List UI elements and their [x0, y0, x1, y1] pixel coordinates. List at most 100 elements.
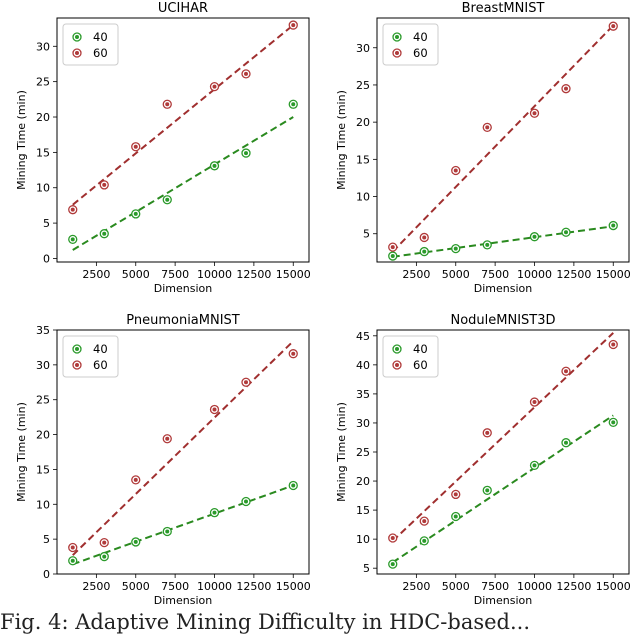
x-tick-label: 2500: [82, 580, 110, 593]
y-tick-label: 25: [36, 394, 50, 407]
trend-line-40: [72, 484, 294, 566]
legend-marker-core-60: [75, 363, 79, 367]
legend-label: 40: [413, 30, 428, 44]
trend-line-40: [392, 225, 614, 258]
x-tick-label: 7500: [161, 268, 189, 281]
x-tick-label: 12500: [556, 580, 591, 593]
y-tick-label: 5: [363, 562, 370, 575]
plot-frame: [376, 17, 630, 263]
x-tick-label: 10000: [197, 268, 232, 281]
y-tick-label: 5: [43, 217, 50, 230]
x-tick-label: 10000: [517, 580, 552, 593]
y-tick-label: 15: [36, 463, 50, 476]
x-axis-label: Dimension: [154, 594, 212, 607]
legend-box: [62, 23, 119, 66]
legend-box: [62, 335, 119, 378]
chart-title: PneumoniaMNIST: [126, 313, 240, 328]
data-point-core-60: [165, 102, 170, 107]
data-point-core-60: [611, 342, 616, 347]
data-point-core-60: [291, 351, 296, 356]
legend-label: 40: [413, 342, 428, 356]
data-point-core-60: [102, 540, 107, 545]
y-tick-label: 25: [356, 446, 370, 459]
chart-panel: UCIHAR 2500 5000 7500 10000 12500 15000 0 5 10 15 2…: [15, 1, 311, 295]
data-point-core-60: [422, 235, 427, 240]
y-tick-label: 15: [356, 504, 370, 517]
x-tick-label: 2500: [402, 268, 430, 281]
data-point-core-60: [165, 436, 170, 441]
trend-line-60: [392, 24, 614, 253]
y-tick-label: 35: [356, 388, 370, 401]
data-point-core-40: [453, 246, 458, 251]
chart-title: NoduleMNIST3D: [450, 313, 555, 328]
legend-marker-core-40: [395, 347, 399, 351]
data-point-core-60: [485, 125, 490, 130]
y-tick-label: 30: [36, 40, 50, 53]
data-point-core-40: [564, 230, 568, 235]
data-point-core-40: [165, 197, 170, 202]
data-point-core-40: [564, 440, 568, 445]
x-tick-label: 12500: [236, 580, 271, 593]
x-tick-label: 7500: [161, 580, 189, 593]
y-tick-label: 20: [36, 111, 50, 124]
plot-frame: [56, 329, 310, 575]
data-point-core-40: [133, 539, 138, 544]
y-tick-label: 20: [356, 475, 370, 488]
y-tick-label: 20: [36, 429, 50, 442]
legend-marker-core-40: [75, 35, 79, 39]
data-point-core-60: [133, 144, 138, 149]
x-tick-label: 10000: [197, 580, 232, 593]
y-axis-label: Mining Time (min): [15, 402, 28, 502]
data-point-core-40: [133, 211, 138, 216]
y-tick-label: 45: [356, 330, 370, 343]
data-point-core-40: [291, 102, 296, 107]
data-point-core-40: [212, 163, 217, 168]
data-point-core-60: [244, 71, 248, 76]
data-point-core-60: [390, 245, 395, 250]
x-tick-label: 2500: [82, 268, 110, 281]
data-point-core-40: [485, 488, 490, 493]
y-tick-label: 0: [43, 252, 50, 265]
figure-caption: Fig. 4: Adaptive Mining Difficulty in HD…: [0, 610, 531, 634]
trend-line-40: [72, 116, 294, 251]
legend-box: [382, 335, 439, 378]
legend-label: 40: [93, 30, 108, 44]
x-tick-label: 15000: [276, 580, 311, 593]
data-point-core-60: [453, 168, 458, 173]
legend-label: 60: [93, 46, 108, 60]
plot-frame: [376, 329, 630, 575]
y-tick-label: 30: [36, 359, 50, 372]
chart-panel: PneumoniaMNIST 2500 5000 7500 10000 12500 1500…: [15, 313, 311, 607]
x-tick-label: 2500: [402, 580, 430, 593]
y-tick-label: 25: [356, 79, 370, 92]
legend-marker-core-40: [395, 35, 399, 39]
data-point-core-60: [244, 380, 248, 385]
data-point-core-60: [453, 492, 458, 497]
data-point-core-40: [611, 420, 616, 425]
y-tick-label: 15: [36, 146, 50, 159]
x-tick-label: 15000: [276, 268, 311, 281]
data-point-core-60: [532, 400, 537, 405]
data-point-core-40: [390, 254, 395, 259]
legend-label: 60: [93, 358, 108, 372]
data-point-core-40: [102, 231, 107, 236]
trend-line-60: [72, 24, 294, 206]
y-axis-label: Mining Time (min): [335, 402, 348, 502]
data-point-core-40: [244, 499, 248, 504]
trend-line-60: [72, 340, 294, 556]
legend-label: 40: [93, 342, 108, 356]
legend-label: 60: [413, 46, 428, 60]
y-axis-label: Mining Time (min): [15, 90, 28, 190]
data-point-core-40: [165, 529, 170, 534]
y-tick-label: 10: [356, 191, 370, 204]
data-point-core-40: [453, 514, 458, 519]
chart-panel: BreastMNIST 2500 5000 7500 10000 12500 15000 5 1…: [335, 1, 631, 295]
data-point-core-60: [212, 407, 217, 412]
chart-panel: NoduleMNIST3D 2500 5000 7500 10000 12500 15000…: [335, 313, 631, 607]
data-point-core-60: [102, 182, 107, 187]
legend-box: [382, 23, 439, 66]
data-point-core-40: [291, 483, 296, 488]
y-tick-label: 20: [356, 116, 370, 129]
data-point-core-40: [212, 510, 217, 515]
legend-marker-core-60: [75, 51, 79, 55]
